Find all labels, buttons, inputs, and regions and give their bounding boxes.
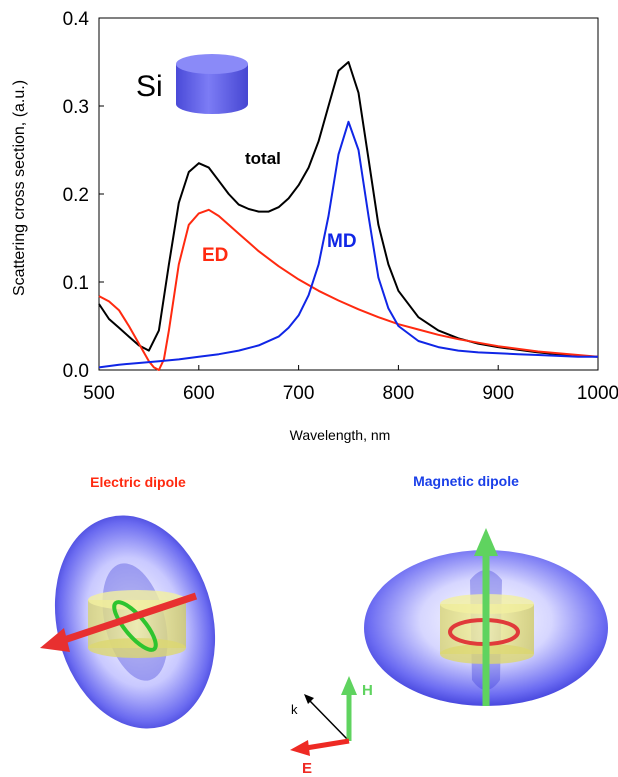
si-label: Si: [136, 70, 163, 103]
k-vector-arrow: [304, 694, 350, 742]
x-tick-label: 800: [383, 383, 415, 404]
x-axis-ticks: 500 600 700 800 900 1000: [83, 365, 618, 404]
series-lines: [98, 61, 599, 371]
x-tick-label: 900: [482, 383, 514, 404]
y-tick-label: 0.1: [63, 273, 89, 294]
y-tick-label: 0.3: [63, 97, 89, 118]
h-vector-arrow: [341, 676, 357, 741]
field-orientation-legend: k H E: [290, 676, 373, 777]
ed-label: ED: [202, 245, 228, 266]
electric-dipole-pattern: [40, 515, 216, 729]
electric-dipole-arrow: [40, 592, 198, 652]
magnetic-dipole-arrow: [474, 528, 498, 706]
si-cylinder-icon: [176, 54, 248, 114]
series-line-total: [98, 61, 599, 358]
y-tick-label: 0.4: [63, 9, 90, 30]
x-tick-label: 1000: [577, 383, 618, 404]
md-label: MD: [327, 231, 357, 252]
magnetic-dipole-title: Magnetic dipole: [413, 473, 519, 489]
h-label: H: [362, 682, 373, 699]
series-line-ed: [98, 208, 599, 371]
e-vector-arrow: [290, 738, 350, 756]
x-tick-label: 600: [183, 383, 215, 404]
y-axis-label: Scattering cross section, (a.u.): [11, 80, 28, 296]
y-tick-label: 0.2: [63, 185, 89, 206]
x-tick-label: 500: [83, 383, 115, 404]
y-tick-label: 0.0: [63, 361, 89, 382]
magnetic-dipole-pattern: [364, 528, 608, 706]
total-label: total: [245, 149, 281, 168]
plot-frame: [98, 17, 599, 371]
electric-dipole-title: Electric dipole: [90, 474, 186, 490]
plot-area: 500 600 700 800 900 1000 0.0 0.1 0.2 0.3 0.4: [63, 9, 618, 404]
series-line-md: [98, 120, 598, 369]
x-tick-label: 700: [283, 383, 315, 404]
k-label: k: [291, 702, 298, 717]
y-axis-ticks: 0.0 0.1 0.2 0.3 0.4: [63, 9, 104, 382]
x-axis-label: Wavelength, nm: [290, 427, 391, 443]
e-label: E: [302, 760, 312, 777]
